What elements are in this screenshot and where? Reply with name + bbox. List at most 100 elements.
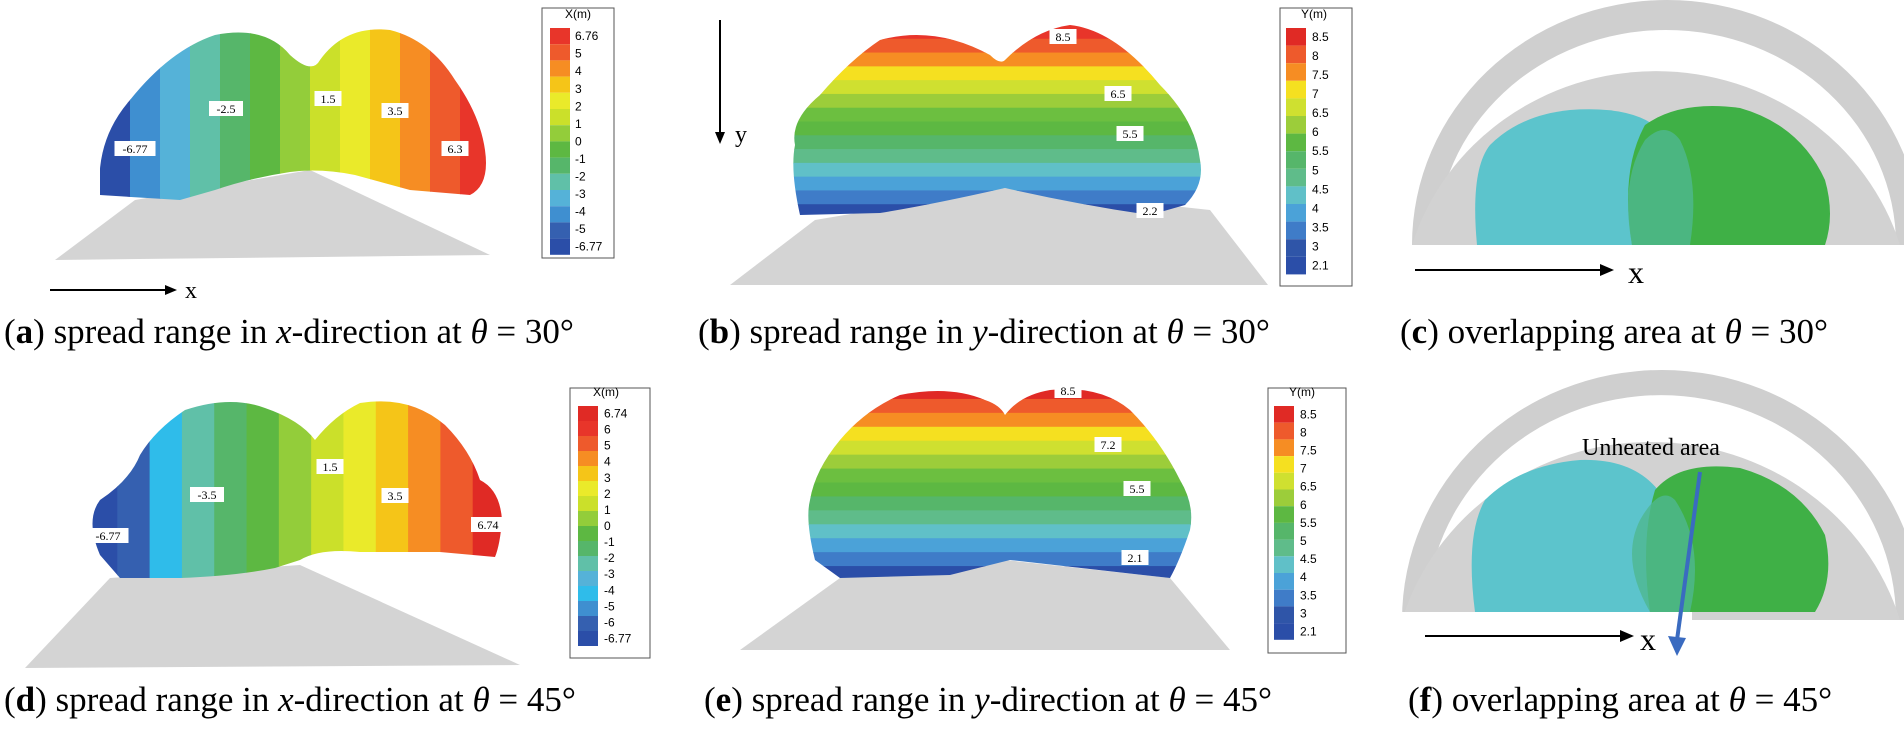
contour-label: 5.5 [1123,127,1138,141]
arrow-head-b [715,132,725,144]
contour-label: 3.5 [388,104,403,118]
legend-label: 8 [1312,49,1319,63]
contour-label-bg [114,141,156,156]
legend-label: 1 [604,503,611,517]
legend-swatch [578,601,598,616]
legend-swatch [578,616,598,631]
contour-label-bg [1123,481,1151,496]
contour-band [808,389,1192,400]
legend-label: -5 [604,599,615,613]
legend-label: 6.5 [1300,480,1317,494]
legend-swatch [1286,133,1306,152]
legend-label: -3 [575,187,586,201]
legend-swatch [550,60,570,77]
legend-label: -6 [604,615,615,629]
contour-label: 2.1 [1128,551,1143,565]
legend-swatch [1286,63,1306,81]
contour-band [808,538,1192,553]
legend-label: 5.5 [1312,144,1329,158]
legend-swatch [578,496,598,511]
contour-label-bg [441,141,469,156]
contour-band [793,66,1201,81]
legend-swatch [1274,573,1294,590]
legend-label: 0 [604,519,611,533]
panel-d: -6.77 -3.5 1.5 3.5 6.74 X(m) 6.74 6 5 4 3 2 1 0 -1 -2 -… [25,385,651,668]
legend-swatch [1286,239,1306,257]
contour-band [808,440,1192,456]
caption-a: (a) spread range in x-direction at θ = 3… [4,312,574,351]
legend-label: -5 [575,222,586,236]
contour-label: 1.5 [323,460,338,474]
legend-label: 8.5 [1312,30,1329,44]
legend-label: -2 [575,170,586,184]
legend-label: 3 [604,471,611,485]
contour-band [793,52,1201,67]
legend-swatch [1274,489,1294,507]
contour-label-bg [1121,550,1149,565]
legend-label: 8.5 [1300,407,1317,421]
contour-band [808,510,1192,525]
legend-swatch [578,451,598,466]
contour-band [100,29,131,200]
legend-swatch [1286,28,1306,46]
contour-band [375,401,409,578]
contour-band [793,121,1201,136]
contour-label: -6.77 [96,529,121,543]
legend-label: 5 [604,439,611,453]
legend-label: -2 [604,551,615,565]
legend-swatch [550,28,570,45]
legend-label: 6 [604,423,611,437]
legend-d: X(m) 6.74 6 5 4 3 2 1 0 -1 -2 -3 -4 -5 -6 -6.77 [578,385,632,646]
axis-label-f: x [1640,621,1656,657]
annotation-arrow [1675,471,1702,641]
contour-label-bg [381,488,409,503]
legend-label: -3 [604,567,615,581]
contour-band [311,401,345,578]
contour-band [440,401,474,578]
contour-label-bg [471,517,505,532]
panel-f: x Unheated area [1402,370,1904,657]
contour-band [130,29,161,200]
legend-swatch [550,206,570,223]
contour-band [808,426,1192,442]
contour-label: 6.5 [1111,87,1126,101]
contour-band [408,401,441,578]
track-c [1412,245,1677,257]
legend-label: 4 [1312,201,1319,215]
legend-swatch [578,526,598,541]
contour-label-bg [316,459,344,474]
contour-label-bg [87,528,129,543]
legend-label: -4 [604,583,615,597]
legend-label: 4 [1300,570,1307,584]
contour-band [793,107,1201,123]
legend-label: 6 [1300,498,1307,512]
legend-swatch [1274,439,1294,457]
legend-swatch [1274,456,1294,473]
contour-band [808,482,1192,498]
legend-swatch [550,76,570,93]
legend-label: 4 [575,64,582,78]
legend-swatch [578,541,598,556]
contour-label: 5.5 [1130,482,1145,496]
legend-label: 0 [575,134,582,148]
annotation-text: Unheated area [1582,435,1720,461]
contour-label-bg [1136,203,1164,218]
ground-e [740,560,1230,650]
legend-swatch [578,571,598,586]
legend-label: 3.5 [1312,220,1329,234]
legend-swatch [1286,221,1306,240]
legend-label: 2.1 [1300,624,1317,638]
legend-swatch [550,109,570,126]
contour-label-bg [1054,383,1082,398]
contour-label: -6.77 [123,142,148,156]
legend-label: 4 [604,455,611,469]
legend-swatch [1274,589,1294,607]
legend-title: Y(m) [1301,7,1327,21]
contour-labels-d: -6.77 -3.5 1.5 3.5 6.74 [87,459,505,543]
legend-label: 7 [1312,87,1319,101]
tunnel-shell-f [1402,370,1904,620]
contour-band [430,29,461,200]
legend-label: 5 [1312,163,1319,177]
contour-label-bg [1094,437,1122,452]
panel-b: 8.5 6.5 5.5 2.2 Y(m) 8.5 8 7.5 7 6.5 6 5.5 5 4.5 4 3.5… [715,7,1353,287]
